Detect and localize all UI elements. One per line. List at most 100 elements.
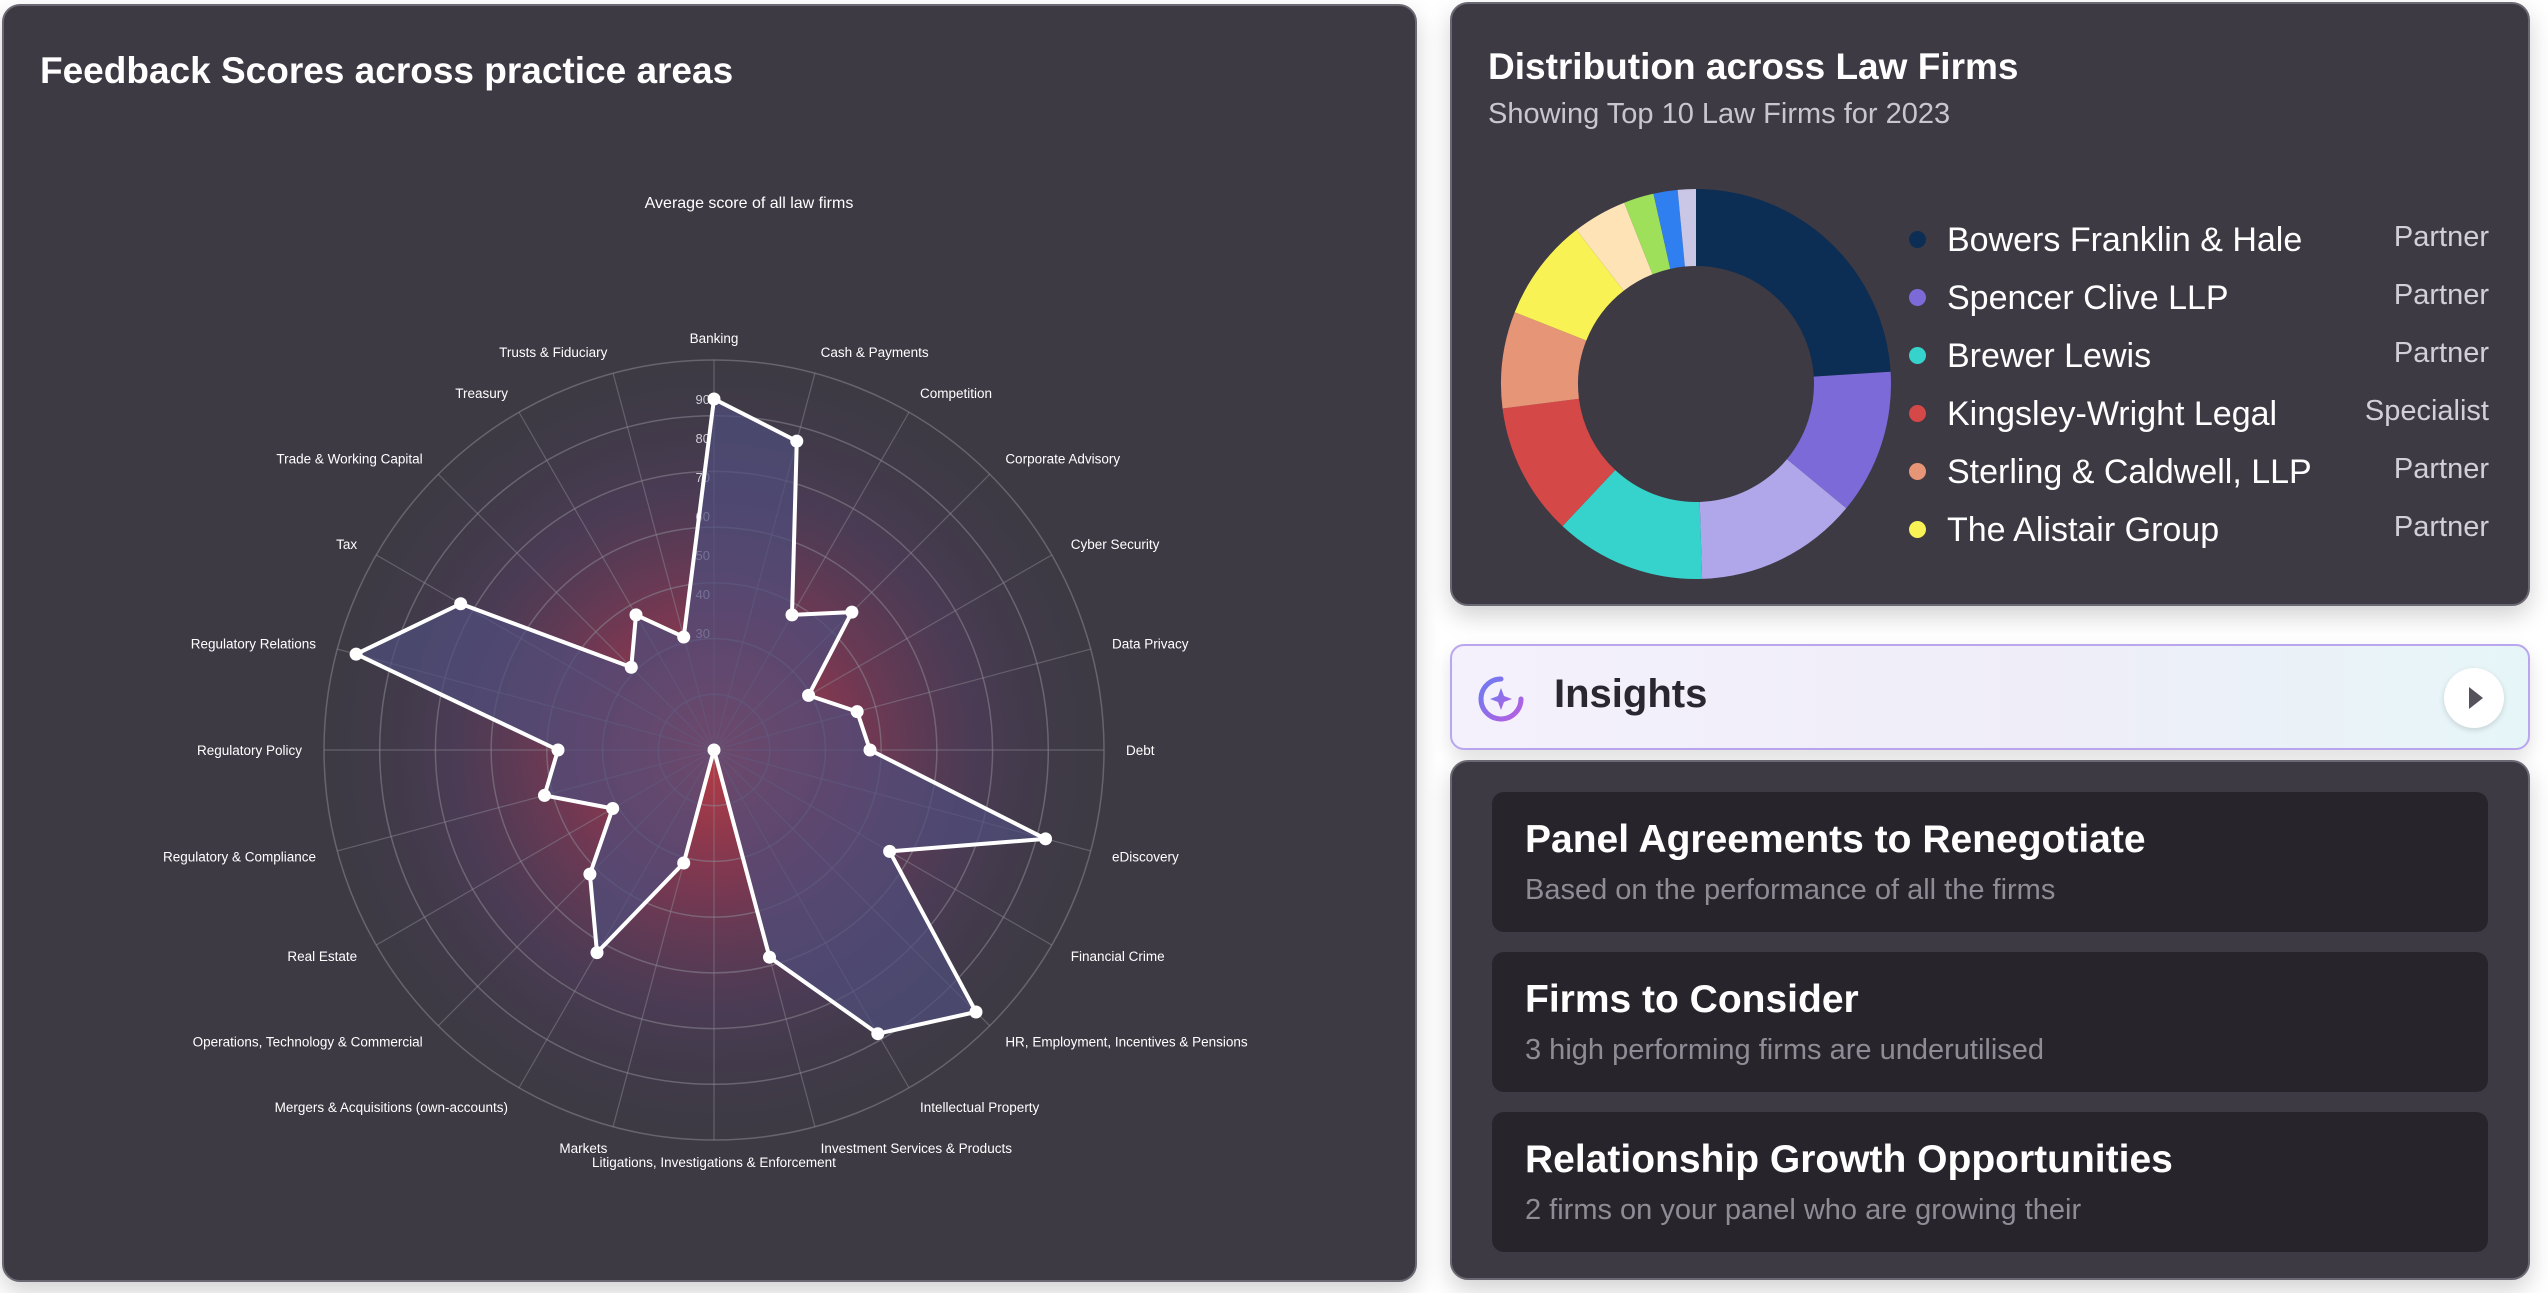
radar-category-label: Competition	[920, 386, 992, 401]
radar-data-point	[785, 608, 799, 622]
legend-firm-name: Bowers Franklin & Hale	[1947, 221, 2303, 259]
legend-item-0: Bowers Franklin & Hale Partner	[1909, 217, 2489, 261]
radar-category-label: Real Estate	[287, 949, 357, 964]
legend-dot	[1909, 231, 1926, 248]
legend-item-1: Spencer Clive LLP Partner	[1909, 275, 2489, 319]
radar-category-label: Regulatory & Compliance	[163, 850, 316, 865]
radar-tick-label: 80	[696, 431, 710, 446]
radar-category-label: Litigations, Investigations & Enforcemen…	[592, 1155, 836, 1170]
donut-slice[interactable]	[1786, 371, 1891, 509]
radar-category-label: Data Privacy	[1112, 636, 1189, 651]
legend-firm-role: Partner	[2393, 279, 2489, 311]
donut-slice[interactable]	[1699, 459, 1847, 579]
radar-data-point	[845, 605, 859, 619]
radar-data-point	[863, 743, 877, 757]
radar-category-label: Financial Crime	[1071, 949, 1165, 964]
radar-data-point	[349, 647, 363, 661]
radar-data-point	[624, 660, 638, 674]
radar-category-label: Debt	[1126, 743, 1155, 758]
radar-data-point	[629, 608, 643, 622]
radar-category-label: Regulatory Policy	[197, 743, 302, 758]
donut-slice[interactable]	[1624, 193, 1671, 275]
radar-data-point	[1039, 832, 1053, 846]
insights-label: Insights	[1554, 672, 1708, 716]
radar-category-label: Intellectual Property	[920, 1100, 1040, 1115]
legend-firm-name: Spencer Clive LLP	[1947, 279, 2229, 317]
donut-slice[interactable]	[1677, 189, 1696, 267]
insights-panel: Panel Agreements to Renegotiate Based on…	[1450, 760, 2530, 1280]
radar-category-label: Investment Services & Products	[821, 1141, 1013, 1156]
legend-item-3: Kingsley-Wright Legal Specialist	[1909, 391, 2489, 435]
radar-chart-title: Average score of all law firms	[645, 195, 854, 212]
radar-data-point	[551, 743, 565, 757]
radar-category-label: Trusts & Fiduciary	[499, 345, 608, 360]
insight-card-desc: Based on the performance of all the firm…	[1525, 874, 2056, 906]
radar-data-point	[537, 788, 551, 802]
play-icon	[2469, 687, 2483, 709]
legend-firm-name: Brewer Lewis	[1947, 337, 2152, 375]
radar-data-point	[790, 434, 804, 448]
donut-slice[interactable]	[1696, 189, 1891, 377]
donut-chart	[1501, 189, 1891, 579]
radar-category-label: Mergers & Acquisitions (own-accounts)	[275, 1100, 508, 1115]
radar-data-point	[969, 1005, 983, 1019]
insight-card-title: Panel Agreements to Renegotiate	[1525, 818, 2146, 861]
radar-tick-label: 90	[696, 392, 710, 407]
sparkle-refresh-icon	[1478, 676, 1524, 722]
legend-firm-role: Partner	[2393, 511, 2489, 543]
radar-data-point	[850, 705, 864, 719]
radar-category-label: Regulatory Relations	[191, 636, 317, 651]
donut-slice[interactable]	[1502, 398, 1616, 527]
legend-firm-role: Partner	[2393, 453, 2489, 485]
radar-category-label: Trade & Working Capital	[276, 452, 422, 467]
radar-data-point	[707, 743, 721, 757]
legend-item-5: The Alistair Group Partner	[1909, 507, 2489, 551]
radar-data-point	[871, 1027, 885, 1041]
donut-slice[interactable]	[1501, 312, 1587, 409]
radar-data-point	[454, 597, 468, 611]
legend-dot	[1909, 289, 1926, 306]
legend-firm-name: Kingsley-Wright Legal	[1947, 395, 2278, 433]
insight-card-renegotiate[interactable]: Panel Agreements to Renegotiate Based on…	[1492, 792, 2488, 932]
radar-data-point	[883, 844, 897, 858]
insights-header-bar[interactable]: Insights	[1450, 644, 2530, 750]
radar-category-label: Operations, Technology & Commercial	[193, 1034, 423, 1049]
radar-category-label: Banking	[690, 331, 739, 346]
insights-play-button[interactable]	[2444, 668, 2504, 728]
insight-card-firms-to-consider[interactable]: Firms to Consider 3 high performing firm…	[1492, 952, 2488, 1092]
radar-data-point	[763, 950, 777, 964]
radar-category-label: Markets	[559, 1141, 607, 1156]
radar-category-label: Corporate Advisory	[1005, 452, 1120, 467]
insight-card-title: Firms to Consider	[1525, 978, 1859, 1021]
radar-chart-panel: Feedback Scores across practice areas 30…	[2, 4, 1417, 1282]
radar-data-point	[583, 867, 597, 881]
insight-card-desc: 2 firms on your panel who are growing th…	[1525, 1194, 2082, 1226]
donut-slice[interactable]	[1562, 470, 1703, 579]
insight-card-desc: 3 high performing firms are underutilise…	[1525, 1034, 2045, 1066]
legend-dot	[1909, 347, 1926, 364]
donut-slice[interactable]	[1576, 202, 1653, 291]
insight-card-growth[interactable]: Relationship Growth Opportunities 2 firm…	[1492, 1112, 2488, 1252]
radar-data-point	[802, 688, 816, 702]
radar-category-label: eDiscovery	[1112, 850, 1179, 865]
radar-category-label: Cyber Security	[1071, 537, 1160, 552]
legend-dot	[1909, 463, 1926, 480]
radar-category-label: Cash & Payments	[821, 345, 929, 360]
radar-data-point	[677, 856, 691, 870]
distribution-subtitle: Showing Top 10 Law Firms for 2023	[1488, 98, 1951, 130]
legend-dot	[1909, 405, 1926, 422]
radar-data-point	[590, 946, 604, 960]
radar-data-point	[606, 802, 620, 815]
legend-item-2: Brewer Lewis Partner	[1909, 333, 2489, 377]
legend-item-4: Sterling & Caldwell, LLP Partner	[1909, 449, 2489, 493]
radar-category-label: Treasury	[455, 386, 508, 401]
legend-dot	[1909, 521, 1926, 538]
distribution-panel: Distribution across Law Firms Showing To…	[1450, 2, 2530, 606]
radar-category-label: HR, Employment, Incentives & Pensions	[1005, 1034, 1248, 1049]
donut-slice[interactable]	[1514, 229, 1624, 341]
legend-firm-role: Partner	[2393, 221, 2489, 253]
legend-firm-name: The Alistair Group	[1947, 511, 2220, 549]
insight-card-title: Relationship Growth Opportunities	[1525, 1138, 2173, 1181]
donut-slice[interactable]	[1653, 189, 1685, 269]
